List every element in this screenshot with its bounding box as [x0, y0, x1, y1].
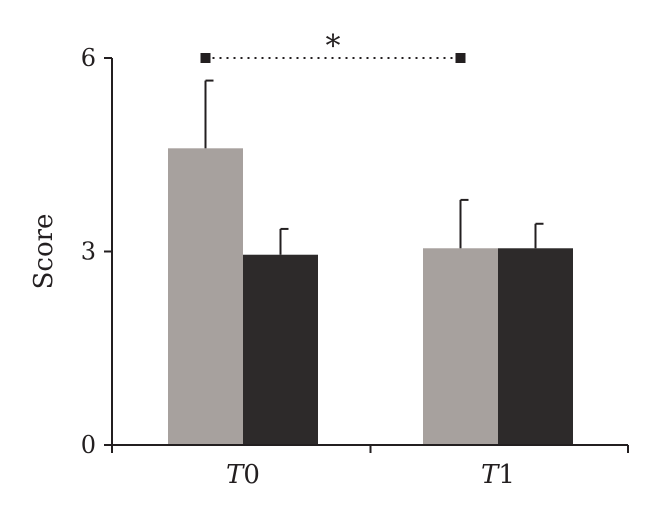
significance-bracket: *	[200, 29, 466, 64]
significance-asterisk: *	[326, 29, 341, 64]
labels-layer: 0 3 6 T0 T1 Score	[29, 44, 515, 490]
y-tick-label-3: 3	[81, 238, 96, 266]
y-tick-label-0: 0	[81, 431, 96, 459]
significance-endpoint-right	[455, 53, 466, 63]
x-category-label-2: T1	[481, 460, 515, 490]
error-bar-series2-cat2	[534, 222, 544, 249]
error-bar-series1-cat1	[204, 79, 214, 149]
y-tick-label-6: 6	[81, 44, 96, 72]
significance-layer: *	[200, 29, 466, 64]
error-bar-series1-cat2	[459, 198, 469, 249]
error-bar-series2-cat1	[279, 227, 289, 255]
x-category-label-1: T0	[226, 460, 260, 490]
significance-endpoint-left	[200, 53, 211, 63]
error-bars-layer	[204, 79, 544, 255]
bar-series1-cat2	[423, 248, 498, 445]
bars-layer	[168, 148, 573, 446]
bar-series2-cat2	[498, 248, 573, 445]
bar-series1-cat1	[168, 148, 243, 446]
axes-layer	[104, 57, 629, 453]
bar-series2-cat1	[243, 254, 318, 445]
y-axis-title: Score	[29, 214, 59, 290]
